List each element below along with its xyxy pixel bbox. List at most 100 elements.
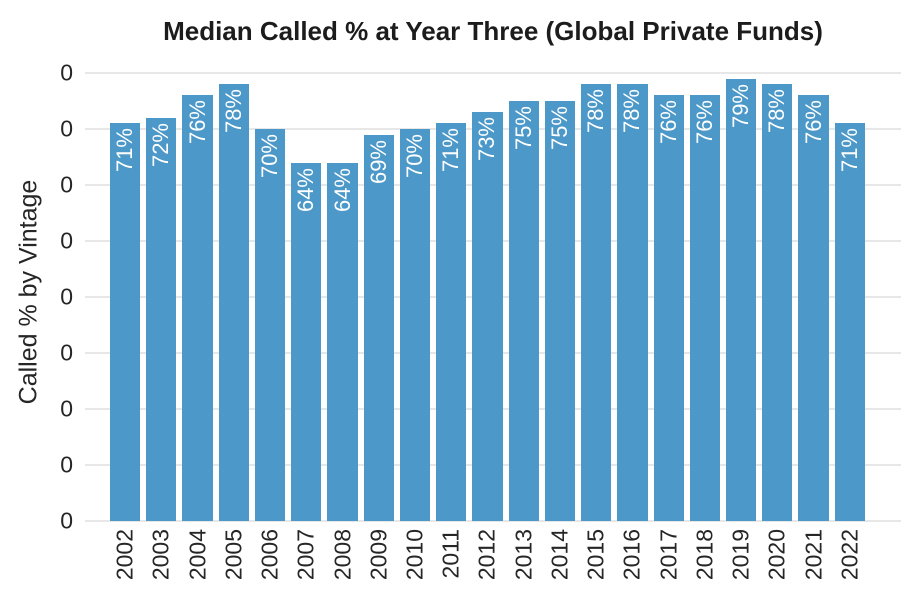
bar-value-label: 78% [220, 89, 246, 134]
x-tick-label: 2012 [473, 529, 500, 581]
y-tick-label: 0 [60, 59, 73, 86]
y-tick-label: 0 [60, 283, 73, 310]
x-tick-cell: 2009 [364, 521, 394, 601]
x-tick-cell: 2007 [291, 521, 321, 601]
bar-2017: 76% [653, 95, 684, 521]
y-tick-label: 0 [60, 115, 73, 142]
bar-2022: 71% [834, 123, 865, 521]
bar-value-label: 78% [619, 89, 645, 134]
bar-value-label: 78% [764, 89, 790, 134]
bar-value-label: 78% [583, 89, 609, 134]
x-tick-cell: 2002 [110, 521, 140, 601]
x-tick-cell: 2017 [654, 521, 684, 601]
x-tick-label: 2006 [256, 529, 283, 581]
x-tick-cell: 2014 [545, 521, 575, 601]
bar-2020: 78% [762, 84, 793, 521]
x-tick-label: 2004 [184, 529, 211, 581]
bar-2008: 64% [327, 162, 358, 521]
x-tick-label: 2020 [763, 529, 790, 581]
bar-2016: 78% [617, 84, 648, 521]
bar-value-label: 71% [836, 128, 862, 173]
y-tick-label: 0 [60, 451, 73, 478]
x-tick-cell: 2021 [798, 521, 828, 601]
x-tick-label: 2019 [727, 529, 754, 581]
bar-2011: 71% [436, 123, 467, 521]
x-tick-label: 2013 [510, 529, 537, 581]
bar-value-label: 69% [365, 139, 391, 184]
bars-row: 71% 72% 76% 78% 70% 64% 64% 69% 70% 71% 73% 75% 75% 7… [110, 66, 865, 521]
x-tick-label: 2007 [292, 529, 319, 581]
bar-2012: 73% [472, 112, 503, 521]
x-tick-cell: 2012 [472, 521, 502, 601]
x-tick-label: 2010 [401, 529, 428, 581]
bar-2004: 76% [182, 95, 213, 521]
x-tick-cell: 2022 [835, 521, 865, 601]
bar-value-label: 71% [112, 128, 138, 173]
gridline [85, 72, 901, 74]
bar-2018: 76% [689, 95, 720, 521]
x-tick-cell: 2006 [255, 521, 285, 601]
x-tick-cell: 2015 [581, 521, 611, 601]
x-tick-label: 2009 [365, 529, 392, 581]
y-tick-label: 0 [60, 507, 73, 534]
bar-value-label: 71% [438, 128, 464, 173]
x-tick-label: 2011 [437, 529, 464, 579]
bar-2007: 64% [291, 162, 322, 521]
x-tick-label: 2018 [691, 529, 718, 581]
x-tick-label: 2003 [147, 529, 174, 581]
x-axis-ticks: 2002 2003 2004 2005 2006 2007 2008 2009 2010 2011… [110, 521, 865, 601]
bar-2006: 70% [254, 129, 286, 521]
bar-value-label: 70% [401, 134, 427, 179]
x-tick-label: 2017 [655, 529, 682, 581]
bar-value-label: 70% [257, 134, 283, 179]
y-tick-label: 0 [60, 395, 73, 422]
bar-value-label: 64% [293, 167, 319, 212]
x-tick-label: 2014 [546, 529, 573, 581]
bar-2019: 79% [725, 78, 757, 521]
x-tick-label: 2008 [329, 529, 356, 581]
bar-2009: 69% [363, 134, 394, 521]
x-tick-label: 2022 [836, 529, 863, 581]
x-tick-cell: 2018 [690, 521, 720, 601]
gridline [85, 520, 901, 522]
x-tick-cell: 2016 [617, 521, 647, 601]
bar-2015: 78% [581, 84, 612, 521]
x-tick-cell: 2019 [726, 521, 756, 601]
y-tick-label: 0 [60, 171, 73, 198]
bar-2005: 78% [218, 84, 249, 521]
y-tick-label: 0 [60, 339, 73, 366]
bar-2013: 75% [508, 101, 539, 521]
bar-2003: 72% [146, 117, 177, 521]
x-tick-cell: 2010 [400, 521, 430, 601]
bar-2002: 71% [110, 123, 141, 521]
x-tick-cell: 2020 [762, 521, 792, 601]
x-tick-cell: 2008 [327, 521, 357, 601]
x-tick-label: 2021 [800, 529, 827, 581]
y-tick-label: 0 [60, 227, 73, 254]
bar-value-label: 75% [510, 106, 536, 151]
x-tick-label: 2015 [582, 529, 609, 581]
bar-2010: 70% [399, 129, 431, 521]
x-tick-cell: 2005 [219, 521, 249, 601]
x-tick-label: 2005 [220, 529, 247, 581]
bar-value-label: 76% [655, 100, 681, 145]
bar-value-label: 76% [184, 100, 210, 145]
x-tick-cell: 2004 [182, 521, 212, 601]
x-tick-label: 2002 [111, 529, 138, 581]
bar-value-label: 64% [329, 167, 355, 212]
x-tick-label: 2016 [618, 529, 645, 581]
bar-2014: 75% [544, 101, 576, 521]
bar-value-label: 73% [474, 117, 500, 162]
bar-2021: 76% [798, 95, 829, 521]
chart-title: Median Called % at Year Three (Global Pr… [163, 16, 823, 46]
x-tick-cell: 2013 [509, 521, 539, 601]
bar-value-label: 76% [800, 100, 826, 145]
x-tick-cell: 2011 [436, 521, 466, 601]
bar-value-label: 76% [691, 100, 717, 145]
x-tick-cell: 2003 [146, 521, 176, 601]
y-axis-label: Called % by Vintage [14, 179, 43, 405]
bar-value-label: 79% [728, 83, 754, 128]
bar-value-label: 72% [148, 122, 174, 167]
bar-value-label: 75% [546, 106, 572, 151]
